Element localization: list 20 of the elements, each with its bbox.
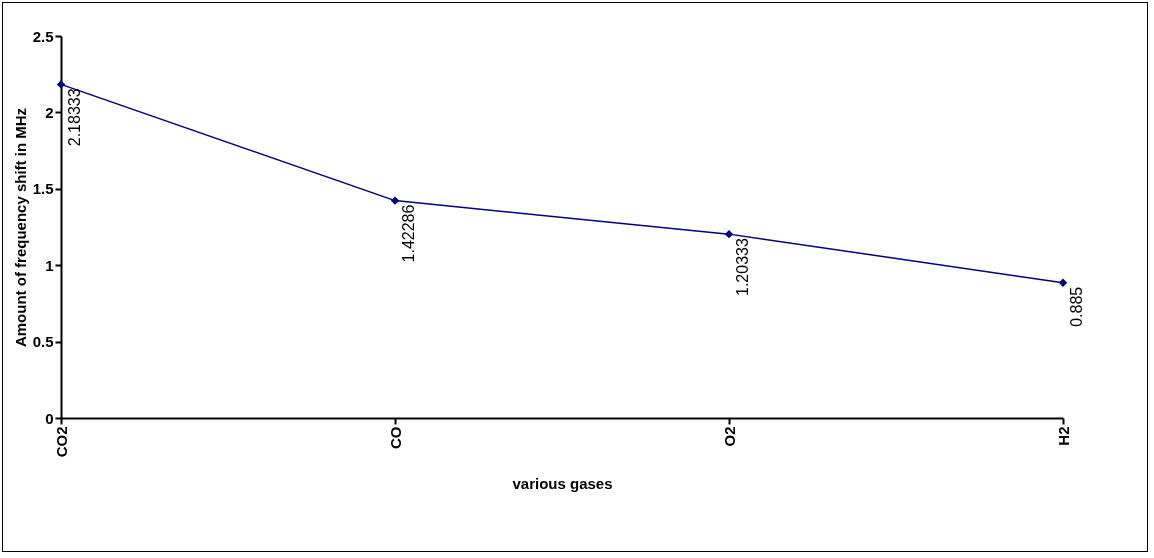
data-label: 0.885 bbox=[1068, 286, 1085, 327]
point bbox=[390, 196, 400, 205]
x-tick-label: CO bbox=[386, 426, 404, 449]
y-tick-label: 2 bbox=[45, 103, 54, 121]
data-label: 1.42286 bbox=[400, 204, 417, 263]
y-tick-label: 1 bbox=[45, 256, 54, 274]
y-tick-label: 1.5 bbox=[32, 180, 54, 198]
data-label: 2.18333 bbox=[66, 88, 83, 147]
x-tick-label: O2 bbox=[720, 426, 738, 447]
y-tick-label: 0 bbox=[45, 409, 54, 427]
y-axis-title: Amount of frequency shift in MHz bbox=[11, 107, 29, 348]
point bbox=[724, 229, 734, 239]
data-label: 1.20333 bbox=[734, 238, 751, 296]
y-tick-label: 0.5 bbox=[32, 333, 54, 351]
x-axis-title: various gases bbox=[512, 475, 613, 493]
x-tick-label: H2 bbox=[1054, 426, 1072, 446]
point bbox=[1058, 278, 1068, 287]
point bbox=[56, 80, 66, 89]
x-tick-label: CO2 bbox=[52, 426, 70, 458]
y-tick-label: 2.5 bbox=[32, 27, 54, 45]
